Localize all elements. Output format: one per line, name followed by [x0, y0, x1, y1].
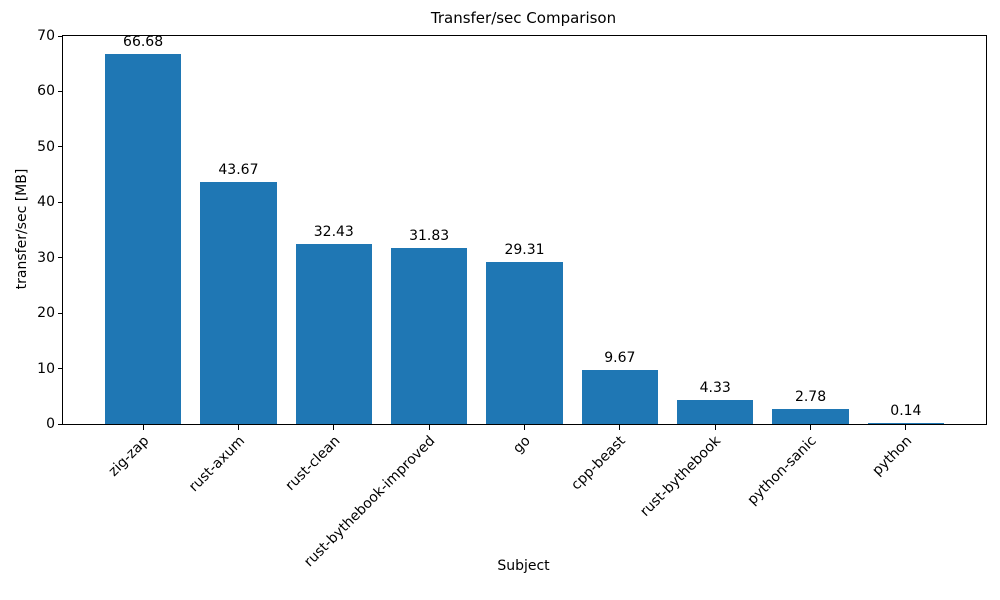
bar	[200, 181, 277, 424]
y-axis-label: transfer/sec [MB]	[14, 168, 30, 290]
x-tick-mark	[714, 425, 716, 430]
bar	[391, 247, 468, 424]
x-axis-label: Subject	[497, 558, 550, 574]
y-tick-label: 50	[37, 138, 55, 155]
x-tick-mark	[810, 425, 812, 430]
y-tick-mark	[58, 201, 63, 203]
y-tick-label: 20	[37, 305, 55, 322]
y-tick-mark	[58, 257, 63, 259]
y-tick-mark	[58, 368, 63, 370]
x-tick-label: cpp-beast	[568, 433, 630, 494]
bar-value-label: 4.33	[699, 379, 731, 396]
y-tick-label: 0	[46, 416, 55, 432]
chart-title: Transfer/sec Comparison	[430, 9, 617, 27]
bar	[104, 54, 182, 424]
bar-value-label: 66.68	[123, 34, 164, 51]
x-tick-label: python	[869, 433, 916, 479]
bar	[295, 244, 372, 424]
y-tick-mark	[58, 423, 63, 425]
y-tick-mark	[58, 90, 63, 92]
x-tick-label: rust-axum	[185, 433, 248, 496]
x-tick-label: python-sanic	[744, 433, 820, 509]
bar-value-label: 2.78	[794, 388, 827, 405]
bar	[581, 370, 658, 424]
x-tick-mark	[142, 425, 144, 430]
y-tick-label: 40	[37, 194, 55, 211]
x-tick-label: rust-bythebook	[637, 433, 725, 520]
y-tick-label: 30	[37, 249, 55, 266]
bar-value-label: 43.67	[218, 161, 259, 178]
bar-value-label: 31.83	[409, 227, 450, 244]
bar-value-label: 9.67	[604, 350, 636, 367]
x-tick-label: go	[510, 433, 534, 457]
x-tick-mark	[619, 425, 621, 430]
y-tick-mark	[58, 35, 63, 37]
y-tick-label: 60	[37, 83, 55, 100]
x-tick-mark	[428, 425, 430, 430]
y-tick-mark	[58, 312, 63, 314]
bar	[486, 261, 563, 424]
plot-area: 0 10 20 30 40 50 60 70 66.68 43.67 32.43 31.83 29.3…	[37, 28, 987, 570]
x-tick-label: rust-clean	[282, 433, 344, 494]
y-tick-label: 70	[37, 28, 55, 44]
x-tick-mark	[237, 425, 239, 430]
y-tick-label: 10	[37, 360, 55, 377]
bar	[772, 408, 849, 424]
bar	[677, 399, 754, 424]
bar-value-label: 0.14	[890, 403, 922, 420]
bar-value-label: 32.43	[313, 224, 354, 241]
bar	[867, 423, 945, 424]
x-tick-mark	[905, 425, 907, 430]
bar-value-label: 29.31	[504, 241, 545, 258]
x-tick-mark	[524, 425, 525, 430]
x-tick-label: zig-zap	[105, 433, 153, 480]
y-tick-mark	[58, 146, 63, 148]
x-tick-mark	[333, 425, 335, 430]
